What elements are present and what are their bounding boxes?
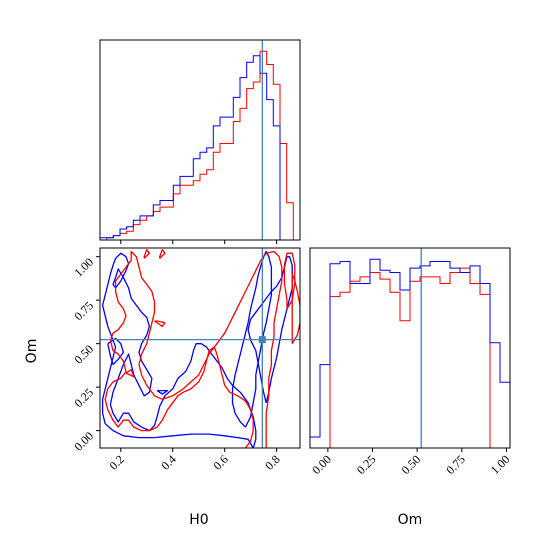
h0-hist-frame (99, 39, 301, 241)
truth-marker (258, 336, 266, 344)
om-y-tick-label: 0.25 (71, 385, 96, 410)
om-histogram-panel: 0.00 0.25 0.50 0.75 1.00 (309, 247, 513, 477)
contour-red-9 (283, 252, 296, 310)
om-x-tick-label: 0.00 (309, 452, 334, 477)
om-y-tick-label: 0.00 (71, 429, 96, 454)
h0-x-tick-label: 0.4 (158, 452, 179, 473)
om-x-tick-label: 0.75 (443, 452, 468, 477)
h0-hist-blue-series (99, 55, 300, 241)
contour-red-8 (291, 273, 300, 345)
h0-x-tick-label: 0.2 (106, 452, 127, 473)
h0-x-tick-label: 0.8 (262, 452, 283, 473)
om-hist-blue-series (309, 258, 511, 448)
h0-hist-red-series (100, 50, 300, 241)
om-hist-frame (309, 247, 511, 449)
om-y-tick-label: 0.50 (71, 342, 96, 367)
h0-x-tick-label: 0.6 (210, 452, 231, 473)
h0-histogram-panel (99, 39, 301, 244)
x-axis-label-om: Om (398, 512, 423, 528)
contour-red-10 (154, 320, 166, 327)
om-x-tick-label: 0.25 (354, 452, 379, 477)
x-axis-label-h0: H0 (189, 512, 208, 528)
contour-blue-1 (247, 256, 293, 403)
joint-frame (99, 247, 301, 449)
joint-contour-panel: 0.2 0.4 0.6 0.8 0.00 0.25 0.50 0.75 1.00 (71, 247, 301, 473)
contour-red-5 (104, 250, 283, 448)
contour-blue-3 (156, 389, 169, 395)
om-y-tick-label: 1.00 (71, 255, 96, 280)
om-x-tick-label: 0.50 (398, 452, 423, 477)
y-axis-label-om: Om (24, 339, 40, 364)
om-x-tick-label: 1.00 (488, 452, 513, 477)
om-hist-red-series (310, 267, 510, 449)
contour-red-6 (143, 249, 151, 259)
contour-red-7 (159, 249, 166, 259)
contour-blue-4 (107, 337, 125, 366)
joint-contours (101, 249, 300, 448)
om-y-tick-label: 0.75 (71, 298, 96, 323)
contour-blue-0 (101, 252, 257, 448)
contour-red-11 (125, 369, 135, 378)
